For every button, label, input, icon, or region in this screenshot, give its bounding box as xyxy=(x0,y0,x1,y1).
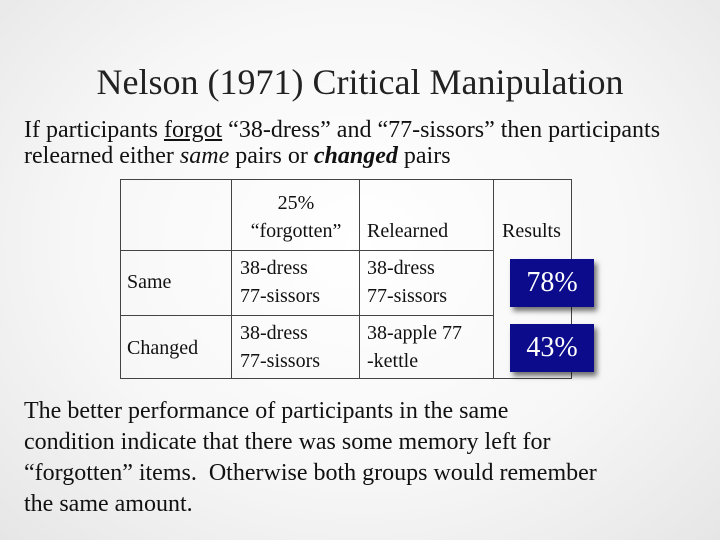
pair-line: 77-sissors xyxy=(367,285,448,307)
pair-line: 38-dress xyxy=(240,322,308,344)
table-divider xyxy=(120,250,493,251)
intro-text: If participants forgot “38-dress” and “7… xyxy=(24,117,704,169)
header-relearned: Relearned xyxy=(367,220,449,242)
changed-relearned-pairs: 38-apple 77 -kettle xyxy=(367,319,462,375)
header-results: Results xyxy=(502,220,561,242)
table-divider xyxy=(120,315,493,316)
same-forgotten-pairs: 38-dress 77-sissors xyxy=(240,254,320,310)
intro-part-1: If participants xyxy=(24,117,164,143)
intro-underlined-word: forgot xyxy=(163,117,223,143)
pair-line: 38-dress xyxy=(367,257,435,279)
intro-emphasis-changed: changed xyxy=(313,143,398,169)
header-forgotten-percent: 25% xyxy=(277,192,315,214)
header-forgotten: 25% “forgotten” xyxy=(232,189,360,245)
pair-line: 38-dress xyxy=(240,257,308,279)
intro-emphasis-same: same xyxy=(179,143,230,169)
table-divider xyxy=(359,179,360,379)
conclusion-text: The better performance of participants i… xyxy=(24,396,714,520)
table-divider xyxy=(231,179,232,379)
conclusion-line: condition indicate that there was some m… xyxy=(24,429,551,455)
result-badge-same: 78% xyxy=(510,259,594,307)
slide-title: Nelson (1971) Critical Manipulation xyxy=(96,62,624,102)
header-forgotten-label: “forgotten” xyxy=(250,220,342,242)
pair-line: 77-sissors xyxy=(240,350,321,372)
conclusion-line: the same amount. xyxy=(24,491,193,517)
row-label-same: Same xyxy=(127,271,172,293)
changed-forgotten-pairs: 38-dress 77-sissors xyxy=(240,319,320,375)
intro-part-4: pairs xyxy=(397,143,451,169)
intro-part-3: pairs or xyxy=(229,143,314,169)
intro-part-2: “38-dress” and “77-sissors” then partici… xyxy=(24,117,661,169)
pair-line: 77-sissors xyxy=(240,285,321,307)
pair-line: -kettle xyxy=(367,350,419,372)
row-label-changed: Changed xyxy=(127,337,199,359)
table-divider xyxy=(493,179,494,379)
conclusion-line: The better performance of participants i… xyxy=(24,398,509,424)
pair-line: 38-apple 77 xyxy=(367,322,462,344)
result-badge-changed: 43% xyxy=(510,324,594,372)
conclusion-line: “forgotten” items. Otherwise both groups… xyxy=(24,460,597,486)
same-relearned-pairs: 38-dress 77-sissors xyxy=(367,254,447,310)
